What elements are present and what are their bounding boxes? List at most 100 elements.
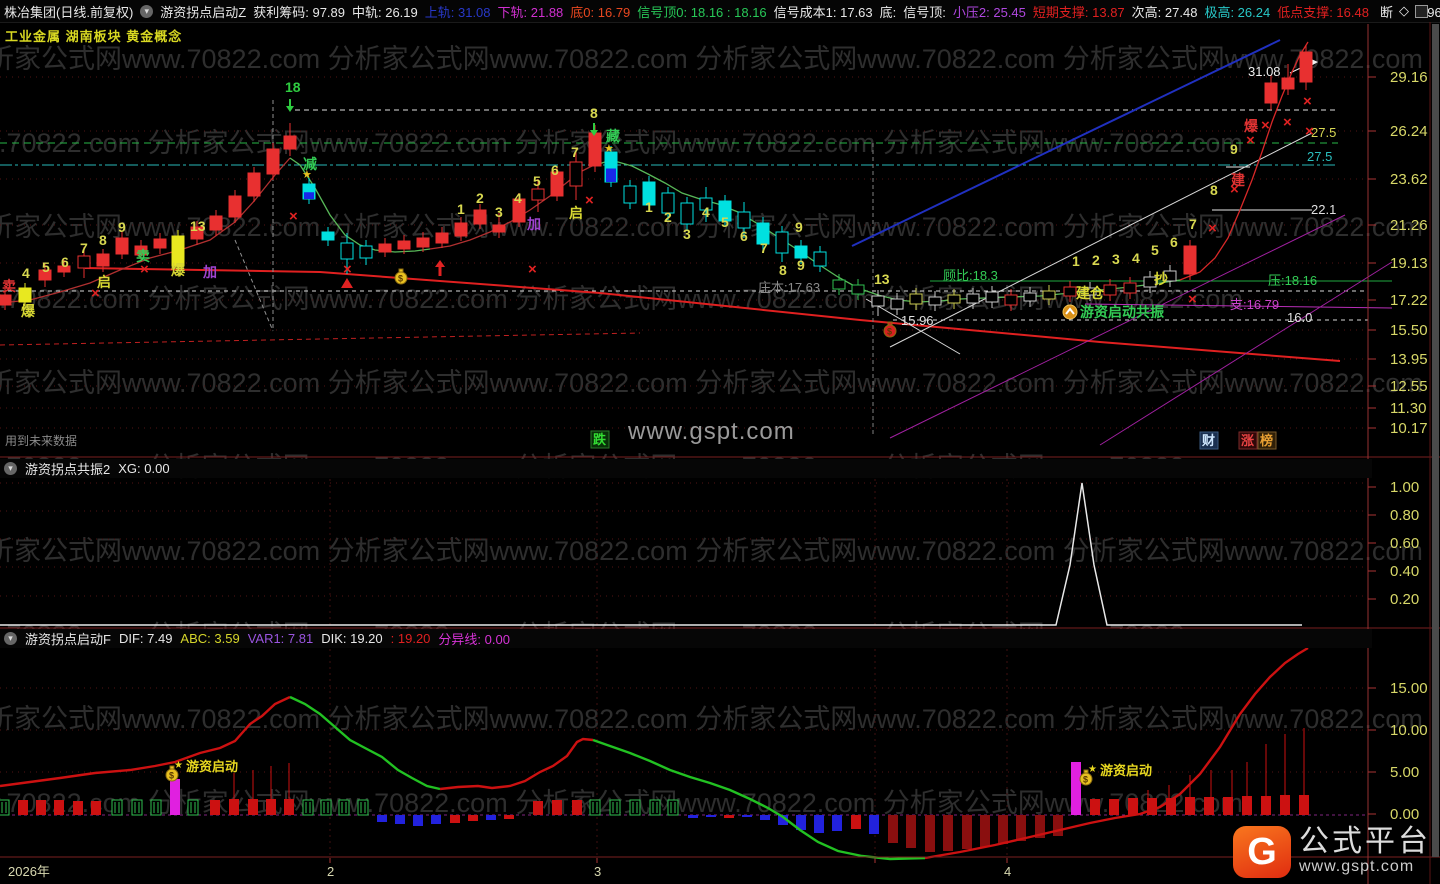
field: VAR1: 7.81 [247,631,314,646]
svg-text:$: $ [169,771,174,781]
svg-text:分析家公式网www.70822.com 分析家公式网www: 分析家公式网www.70822.com 分析家公式网www.70822.com … [0,368,1423,398]
svg-text:8: 8 [779,262,787,278]
svg-text:27.5: 27.5 [1307,149,1332,164]
svg-text:8: 8 [99,232,107,248]
brand-logo: G 公式平台 www.gspt.com [1233,826,1431,878]
svg-text:压:18.16: 压:18.16 [1268,273,1317,288]
svg-text:31.08: 31.08 [1248,64,1281,79]
svg-text:21.26: 21.26 [1390,217,1428,234]
svg-text:启: 启 [97,274,111,290]
svg-text:×: × [1230,181,1239,198]
panel2-header[interactable]: ▾ 游资拐点共振2 XG: 0.00 [0,459,1372,478]
svg-text:26.24: 26.24 [1390,123,1428,140]
svg-text:2026年: 2026年 [8,864,50,879]
svg-text:减: 减 [303,156,317,172]
panel3-plot [0,646,1309,861]
svg-text:16.0: 16.0 [1287,310,1312,325]
field: 信号顶0: 18.16 : 18.16 [637,4,767,20]
indicator-circle[interactable]: ▾ [4,632,17,645]
svg-text:9: 9 [797,257,805,273]
svg-text:15.96: 15.96 [901,313,934,328]
svg-text:×: × [1303,93,1312,110]
svg-text:0.20: 0.20 [1390,591,1419,608]
svg-text:3: 3 [495,204,503,220]
field: 游资拐点启动F [25,632,111,647]
field: 极高: 26.24 [1204,4,1271,20]
svg-text:启: 启 [569,205,583,221]
svg-text:5: 5 [533,173,541,189]
field: ABC: 3.59 [180,631,240,646]
svg-text:×: × [1208,220,1217,237]
svg-text:$: $ [1083,775,1088,785]
svg-text:6: 6 [1170,234,1178,250]
svg-text:游资启动: 游资启动 [1100,763,1152,778]
panel3-header[interactable]: ▾ 游资拐点启动F DIF: 7.49 ABC: 3.59 VAR1: 7.81 DIK:… [0,629,1372,648]
svg-text:29.16: 29.16 [1390,69,1428,86]
field: 信号顶: [903,4,946,20]
svg-text:0.60: 0.60 [1390,535,1419,552]
center-watermark: www.gspt.com [628,418,795,445]
field: 信号成本1: 17.63 [773,4,873,20]
svg-text:2: 2 [327,864,334,879]
svg-text:9: 9 [1230,141,1238,157]
badge-榜[interactable]: 榜 [1257,431,1277,450]
scrollbar[interactable] [1432,24,1439,857]
indicator-circle[interactable]: ▾ [140,4,154,18]
svg-text:×: × [528,261,537,278]
svg-text:×: × [289,208,298,225]
indicator-circle[interactable]: ▾ [4,462,17,475]
badge-财[interactable]: 财 [1199,431,1219,450]
badge-涨[interactable]: 涨 [1238,431,1258,450]
svg-text:顾比:18.3: 顾比:18.3 [943,268,998,283]
logo-g-icon: G [1233,826,1291,878]
svg-text:涨: 涨 [1240,433,1254,448]
svg-text:卖: 卖 [2,278,16,294]
diamond-icon: ◇ [1399,3,1409,18]
svg-text:7: 7 [1189,216,1197,232]
svg-text:★: ★ [302,169,312,181]
svg-text:11.30: 11.30 [1390,400,1426,417]
svg-text:分析家公式网www.70822.com 分析家公式网www: 分析家公式网www.70822.com 分析家公式网www.70822.com … [0,788,1243,818]
svg-text:建: 建 [1231,172,1245,188]
svg-text:2: 2 [664,209,672,225]
svg-text:27.5: 27.5 [1311,125,1336,140]
svg-text:2: 2 [1092,252,1100,268]
badge-跌[interactable]: 跌 [590,430,610,449]
svg-text:13: 13 [874,271,890,287]
signal-icons: ★★$$$★$★ [165,99,1097,786]
sector-tags: 工业金属 湖南板块 黄金概念 [5,29,183,44]
svg-text:爆: 爆 [21,303,36,319]
svg-text:建仓: 建仓 [1076,285,1105,301]
field: 分异线: 0.00 [438,632,510,647]
svg-text:13.95: 13.95 [1390,351,1428,368]
svg-text:分析家公式网www.70822.com 分析家公式网www: 分析家公式网www.70822.com 分析家公式网www.70822.com … [0,284,1243,314]
svg-text:4: 4 [22,265,30,281]
svg-text:12.55: 12.55 [1390,378,1428,395]
svg-text:加: 加 [526,216,541,232]
field: 获利筹码: 97.89 [253,4,345,20]
svg-text:6: 6 [61,254,69,270]
field: DIF: 7.49 [118,631,173,646]
svg-text:3: 3 [683,226,691,242]
svg-text:1: 1 [1072,253,1080,269]
field: 低点支撑: 16.48 [1277,4,1369,20]
svg-text:游资启动: 游资启动 [186,759,238,774]
svg-text:15.50: 15.50 [1390,322,1428,339]
svg-text:4: 4 [1004,864,1011,879]
candles-layer [0,45,1313,316]
svg-text:5: 5 [1151,242,1159,258]
svg-text:0.00: 0.00 [1390,806,1419,823]
svg-text:8: 8 [1210,182,1218,198]
svg-text:×: × [1246,132,1255,149]
svg-text:抄: 抄 [1154,271,1168,287]
field: 游资拐点共振2 [25,462,111,477]
field: 底0: 16.79 [570,4,631,20]
svg-text:9: 9 [795,219,803,235]
window-icon[interactable] [1415,4,1428,18]
field: DIK: 19.20 [321,631,383,646]
svg-text:分析家公式网www.70822.com 分析家公式网www: 分析家公式网www.70822.com 分析家公式网www.70822.com … [0,44,1423,74]
svg-text:5: 5 [42,259,50,275]
svg-text:7: 7 [571,144,579,160]
